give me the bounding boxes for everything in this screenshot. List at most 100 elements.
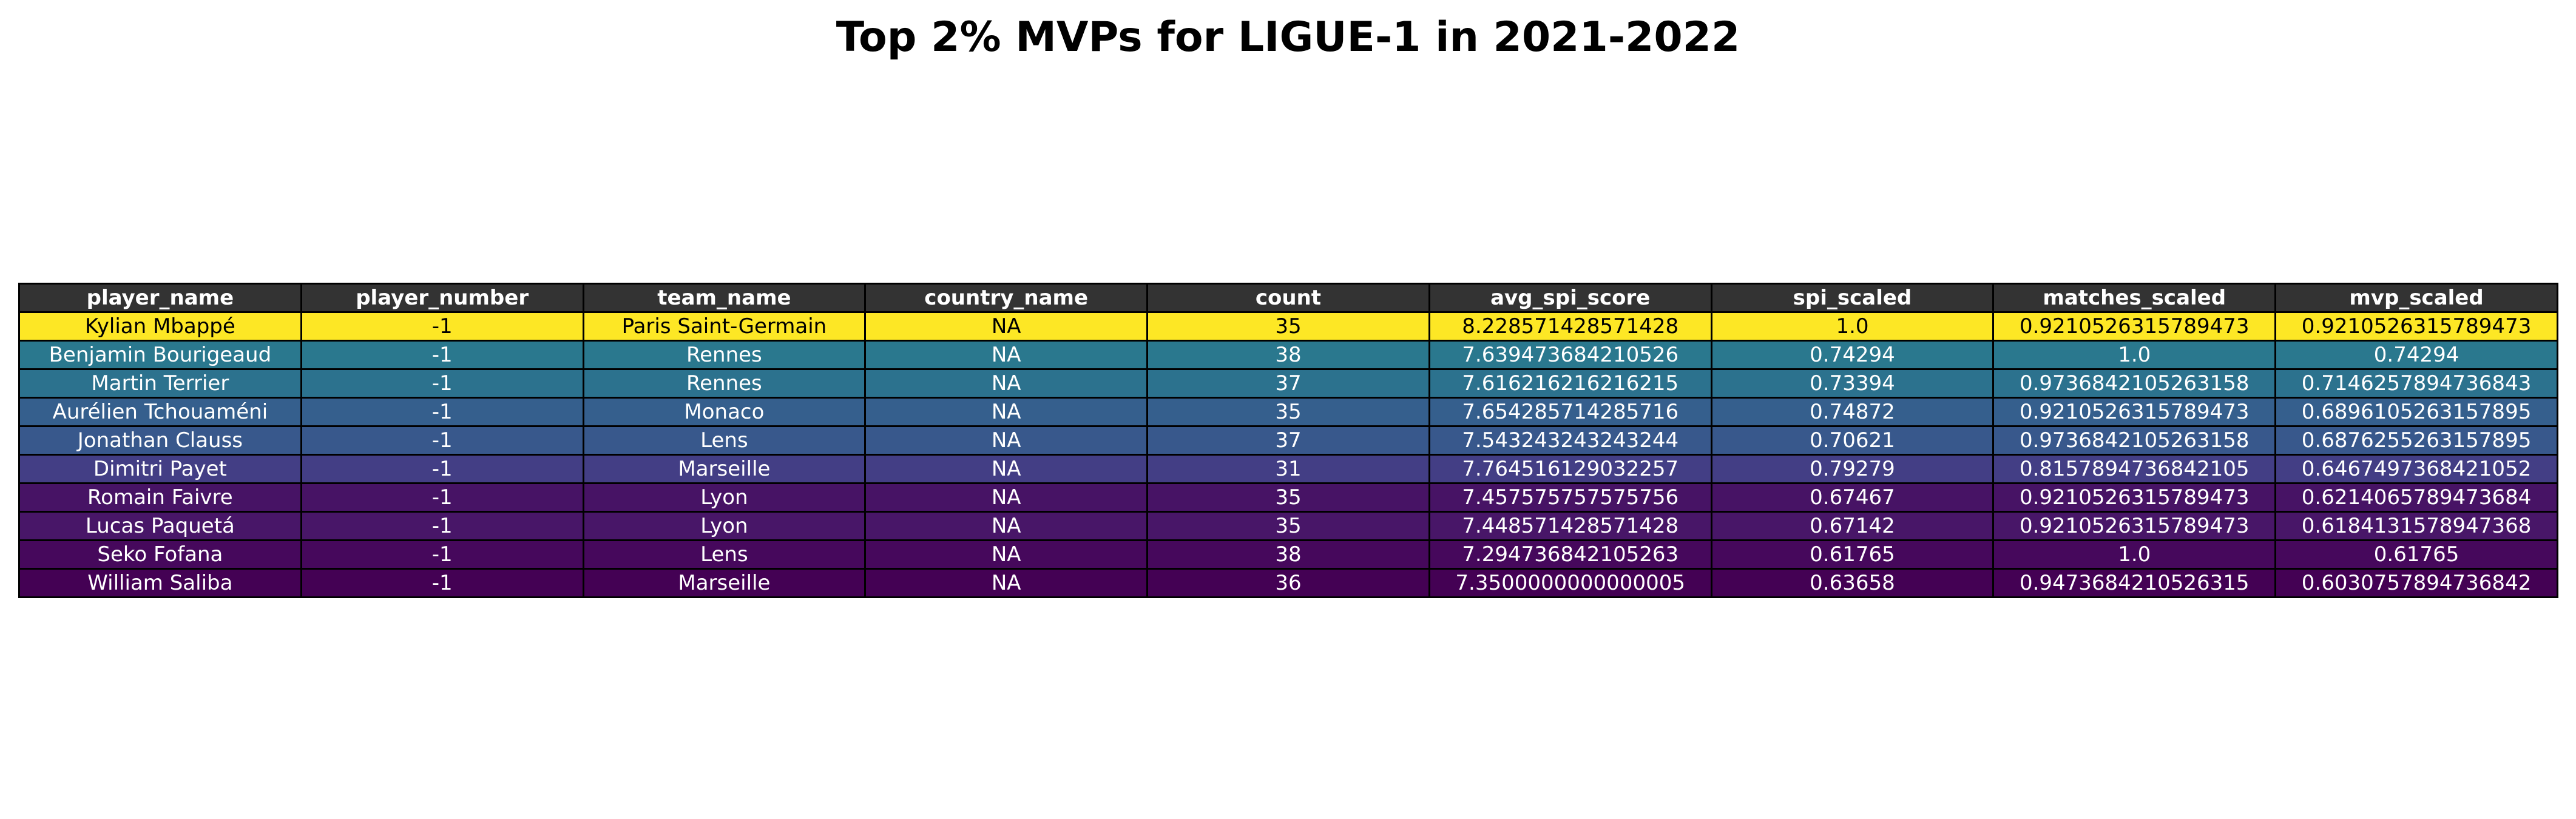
cell-mvp-scaled: 0.6214065789473684 [2274,482,2558,513]
table-row: Jonathan Clauss -1 Lens NA 37 7.5432432432432… [18,425,2558,456]
cell-country-name: NA [864,311,1149,342]
cell-spi-scaled: 0.63658 [1710,568,1995,598]
cell-team-name: Lens [582,539,867,570]
cell-team-name: Marseille [582,454,867,484]
cell-count: 31 [1146,454,1430,484]
column-header-mvp-scaled: mvp_scaled [2274,283,2558,313]
cell-spi-scaled: 0.61765 [1710,539,1995,570]
cell-player-name: Lucas Paquetá [18,511,302,541]
cell-mvp-scaled: 0.9210526315789473 [2274,311,2558,342]
cell-country-name: NA [864,539,1149,570]
cell-team-name: Rennes [582,340,867,370]
cell-player-name: Romain Faivre [18,482,302,513]
column-header-spi-scaled: spi_scaled [1710,283,1995,313]
cell-country-name: NA [864,368,1149,399]
cell-country-name: NA [864,568,1149,598]
cell-count: 35 [1146,511,1430,541]
cell-count: 35 [1146,397,1430,427]
cell-avg-spi-score: 7.616216216216215 [1428,368,1712,399]
table-row: Romain Faivre -1 Lyon NA 35 7.457575757575756… [18,482,2558,513]
column-header-player-name: player_name [18,283,302,313]
table-row: Seko Fofana -1 Lens NA 38 7.294736842105263 0.… [18,539,2558,570]
cell-team-name: Monaco [582,397,867,427]
cell-matches-scaled: 0.9210526315789473 [1992,511,2277,541]
cell-player-number: -1 [300,511,584,541]
cell-avg-spi-score: 7.543243243243244 [1428,425,1712,456]
cell-mvp-scaled: 0.6030757894736842 [2274,568,2558,598]
cell-player-number: -1 [300,568,584,598]
cell-matches-scaled: 0.9736842105263158 [1992,368,2277,399]
table-row: Lucas Paquetá -1 Lyon NA 35 7.448571428571428… [18,511,2558,541]
cell-mvp-scaled: 0.74294 [2274,340,2558,370]
cell-mvp-scaled: 0.7146257894736843 [2274,368,2558,399]
cell-spi-scaled: 0.73394 [1710,368,1995,399]
cell-player-number: -1 [300,397,584,427]
cell-mvp-scaled: 0.61765 [2274,539,2558,570]
column-header-avg-spi-score: avg_spi_score [1428,283,1712,313]
column-header-player-number: player_number [300,283,584,313]
cell-avg-spi-score: 7.457575757575756 [1428,482,1712,513]
cell-avg-spi-score: 7.764516129032257 [1428,454,1712,484]
cell-spi-scaled: 0.74294 [1710,340,1995,370]
cell-spi-scaled: 0.67142 [1710,511,1995,541]
column-header-matches-scaled: matches_scaled [1992,283,2277,313]
table-row: Aurélien Tchouaméni -1 Monaco NA 35 7.6542857… [18,397,2558,427]
cell-mvp-scaled: 0.6896105263157895 [2274,397,2558,427]
cell-player-number: -1 [300,454,584,484]
cell-player-number: -1 [300,311,584,342]
cell-team-name: Marseille [582,568,867,598]
table-body: Kylian Mbappé -1 Paris Saint-Germain NA 35 8.… [18,311,2558,598]
cell-player-name: Jonathan Clauss [18,425,302,456]
cell-player-number: -1 [300,340,584,370]
cell-team-name: Paris Saint-Germain [582,311,867,342]
cell-team-name: Lyon [582,482,867,513]
cell-team-name: Rennes [582,368,867,399]
cell-team-name: Lens [582,425,867,456]
cell-team-name: Lyon [582,511,867,541]
cell-matches-scaled: 0.9210526315789473 [1992,311,2277,342]
cell-avg-spi-score: 7.294736842105263 [1428,539,1712,570]
cell-player-number: -1 [300,482,584,513]
cell-matches-scaled: 0.9736842105263158 [1992,425,2277,456]
cell-matches-scaled: 1.0 [1992,340,2277,370]
cell-player-name: Aurélien Tchouaméni [18,397,302,427]
cell-player-number: -1 [300,368,584,399]
cell-matches-scaled: 0.9473684210526315 [1992,568,2277,598]
cell-count: 35 [1146,311,1430,342]
cell-mvp-scaled: 0.6876255263157895 [2274,425,2558,456]
cell-spi-scaled: 0.74872 [1710,397,1995,427]
mvp-table-container: player_name player_number team_name coun… [18,283,2558,598]
mvp-table: player_name player_number team_name coun… [18,283,2558,598]
cell-spi-scaled: 0.67467 [1710,482,1995,513]
cell-avg-spi-score: 7.3500000000000005 [1428,568,1712,598]
header-row: player_name player_number team_name coun… [18,283,2558,313]
cell-player-name: Benjamin Bourigeaud [18,340,302,370]
table-row: Martin Terrier -1 Rennes NA 37 7.616216216216… [18,368,2558,399]
cell-player-name: Martin Terrier [18,368,302,399]
column-header-country-name: country_name [864,283,1149,313]
cell-country-name: NA [864,397,1149,427]
table-row: Dimitri Payet -1 Marseille NA 31 7.7645161290… [18,454,2558,484]
cell-player-number: -1 [300,425,584,456]
cell-spi-scaled: 1.0 [1710,311,1995,342]
cell-mvp-scaled: 0.6184131578947368 [2274,511,2558,541]
table-row: Kylian Mbappé -1 Paris Saint-Germain NA 35 8.… [18,311,2558,342]
cell-avg-spi-score: 7.654285714285716 [1428,397,1712,427]
cell-player-name: Kylian Mbappé [18,311,302,342]
chart-title: Top 2% MVPs for LIGUE-1 in 2021-2022 [836,13,1740,61]
cell-count: 35 [1146,482,1430,513]
cell-player-name: Dimitri Payet [18,454,302,484]
cell-matches-scaled: 0.8157894736842105 [1992,454,2277,484]
cell-count: 38 [1146,539,1430,570]
cell-avg-spi-score: 8.228571428571428 [1428,311,1712,342]
cell-count: 38 [1146,340,1430,370]
table-row: William Saliba -1 Marseille NA 36 7.350000000… [18,568,2558,598]
cell-count: 37 [1146,368,1430,399]
cell-count: 36 [1146,568,1430,598]
cell-spi-scaled: 0.79279 [1710,454,1995,484]
cell-player-number: -1 [300,539,584,570]
cell-spi-scaled: 0.70621 [1710,425,1995,456]
cell-matches-scaled: 1.0 [1992,539,2277,570]
column-header-team-name: team_name [582,283,867,313]
table-row: Benjamin Bourigeaud -1 Rennes NA 38 7.6394736… [18,340,2558,370]
